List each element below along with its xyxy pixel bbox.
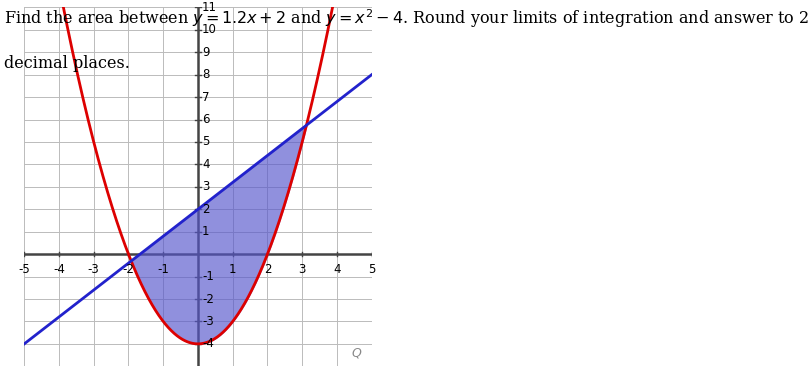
- Text: -1: -1: [202, 270, 214, 283]
- Text: 9: 9: [202, 46, 209, 59]
- Text: 8: 8: [202, 68, 209, 81]
- Text: 3: 3: [202, 180, 209, 194]
- Text: -3: -3: [88, 263, 99, 276]
- Text: 4: 4: [333, 263, 341, 276]
- Text: 7: 7: [202, 91, 209, 104]
- Text: 2: 2: [202, 203, 209, 216]
- Text: -4: -4: [202, 337, 214, 350]
- Text: -1: -1: [158, 263, 169, 276]
- Text: 5: 5: [202, 135, 209, 148]
- Text: Find the area between $y = 1.2x + 2$ and $y = x^2 - 4$. Round your limits of int: Find the area between $y = 1.2x + 2$ and…: [4, 7, 808, 30]
- Text: 10: 10: [202, 23, 217, 36]
- Text: -3: -3: [202, 315, 214, 328]
- Text: -4: -4: [53, 263, 65, 276]
- Text: 4: 4: [202, 158, 209, 171]
- Text: 11: 11: [202, 1, 217, 14]
- Text: -5: -5: [19, 263, 30, 276]
- Text: decimal places.: decimal places.: [4, 56, 130, 73]
- Text: 5: 5: [368, 263, 376, 276]
- Text: -2: -2: [123, 263, 134, 276]
- Text: 1: 1: [202, 225, 209, 238]
- Text: Q: Q: [351, 346, 361, 359]
- Text: 2: 2: [263, 263, 271, 276]
- Text: -2: -2: [202, 293, 214, 306]
- Text: 6: 6: [202, 113, 209, 126]
- Text: 3: 3: [298, 263, 306, 276]
- Text: 1: 1: [229, 263, 237, 276]
